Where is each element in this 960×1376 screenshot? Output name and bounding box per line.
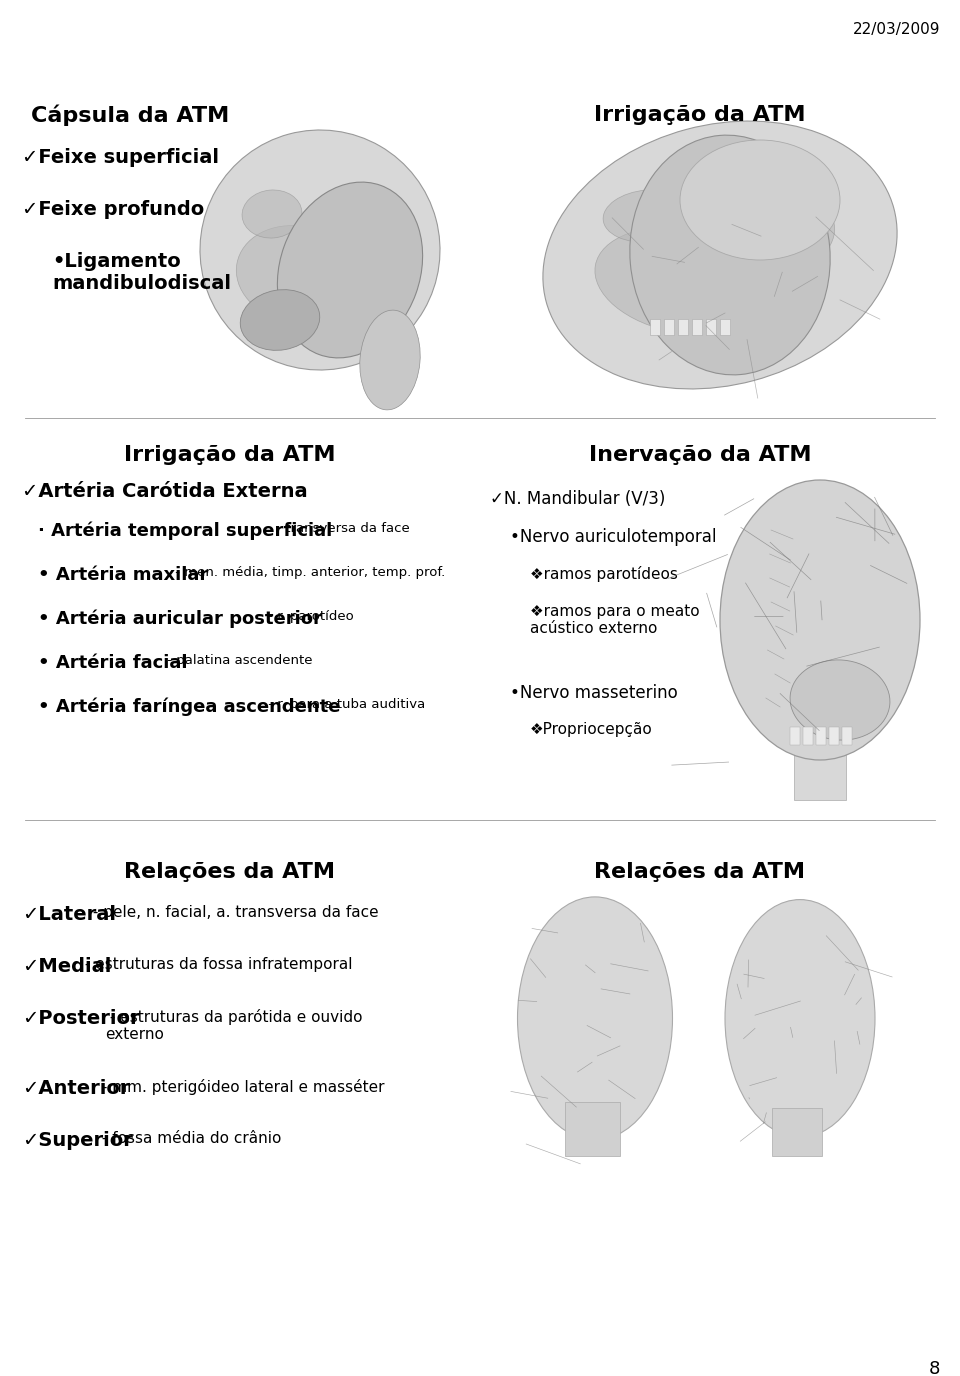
Bar — [829, 727, 839, 744]
Text: • Artéria auricular posterior: • Artéria auricular posterior — [38, 610, 322, 629]
Text: - mm. pterigóideo lateral e masséter: - mm. pterigóideo lateral e masséter — [97, 1079, 384, 1095]
Ellipse shape — [603, 190, 693, 242]
Text: Cápsula da ATM: Cápsula da ATM — [31, 105, 229, 127]
Ellipse shape — [517, 897, 673, 1139]
Bar — [790, 727, 800, 744]
Text: - r. parotídeo: - r. parotídeo — [264, 610, 354, 623]
Text: •Nervo auriculotemporal: •Nervo auriculotemporal — [510, 528, 716, 546]
Text: ❖Propriocepção: ❖Propriocepção — [530, 722, 653, 738]
Ellipse shape — [200, 129, 440, 370]
Text: ✓Anterior: ✓Anterior — [22, 1079, 130, 1098]
Bar — [720, 319, 730, 334]
Ellipse shape — [595, 227, 773, 334]
Ellipse shape — [790, 660, 890, 740]
Ellipse shape — [315, 201, 397, 275]
Text: - palatina ascendente: - palatina ascendente — [163, 654, 312, 667]
Text: 22/03/2009: 22/03/2009 — [852, 22, 940, 37]
Text: ❖ramos parotídeos: ❖ramos parotídeos — [530, 566, 678, 582]
Text: - pele, n. facial, a. transversa da face: - pele, n. facial, a. transversa da face — [88, 905, 379, 921]
Text: ✓Posterior: ✓Posterior — [22, 1009, 139, 1028]
Text: 8: 8 — [928, 1359, 940, 1376]
Text: • Artéria faríngea ascendente: • Artéria faríngea ascendente — [38, 698, 341, 717]
Bar — [772, 1108, 822, 1156]
Ellipse shape — [360, 310, 420, 410]
Text: - transversa da face: - transversa da face — [272, 522, 410, 535]
Text: Irrigação da ATM: Irrigação da ATM — [124, 444, 336, 465]
Ellipse shape — [236, 226, 355, 322]
Text: - r. para a tuba auditiva: - r. para a tuba auditiva — [264, 698, 425, 711]
Ellipse shape — [240, 290, 320, 351]
Ellipse shape — [725, 900, 875, 1137]
Text: • Artéria facial: • Artéria facial — [38, 654, 187, 671]
Ellipse shape — [680, 140, 840, 260]
Text: ✓Superior: ✓Superior — [22, 1131, 132, 1150]
Text: - men. média, timp. anterior, temp. prof.: - men. média, timp. anterior, temp. prof… — [171, 566, 444, 579]
Text: Inervação da ATM: Inervação da ATM — [588, 444, 811, 465]
Text: · Artéria temporal superficial: · Artéria temporal superficial — [38, 522, 332, 541]
Text: Irrigação da ATM: Irrigação da ATM — [594, 105, 805, 125]
Ellipse shape — [743, 493, 897, 747]
Text: ✓Artéria Carótida Externa: ✓Artéria Carótida Externa — [22, 482, 307, 501]
Text: •Ligamento
mandibulodiscal: •Ligamento mandibulodiscal — [52, 252, 231, 293]
Text: Relações da ATM: Relações da ATM — [594, 861, 805, 882]
Text: - estruturas da parótida e ouvido
externo: - estruturas da parótida e ouvido extern… — [105, 1009, 363, 1043]
Text: - fossa média do crânio: - fossa média do crânio — [97, 1131, 281, 1146]
Bar — [803, 727, 813, 744]
Ellipse shape — [242, 190, 302, 238]
Bar — [692, 319, 702, 334]
Text: ✓N. Mandibular (V/3): ✓N. Mandibular (V/3) — [490, 490, 665, 508]
Text: ✓Feixe superficial: ✓Feixe superficial — [22, 149, 219, 166]
Text: •Nervo masseterino: •Nervo masseterino — [510, 684, 678, 702]
Text: • Artéria maxilar: • Artéria maxilar — [38, 566, 208, 583]
Ellipse shape — [543, 121, 897, 389]
Ellipse shape — [630, 135, 830, 374]
Ellipse shape — [277, 182, 422, 358]
Text: ✓Medial: ✓Medial — [22, 956, 111, 976]
Ellipse shape — [713, 200, 834, 285]
Bar — [650, 319, 660, 334]
Bar — [816, 727, 826, 744]
Text: ❖ramos para o meato
acústico externo: ❖ramos para o meato acústico externo — [530, 604, 700, 636]
Bar — [678, 319, 688, 334]
Bar — [706, 319, 716, 334]
Bar — [794, 740, 847, 799]
Text: - estruturas da fossa infratemporal: - estruturas da fossa infratemporal — [80, 956, 352, 971]
Bar — [664, 319, 674, 334]
Bar — [842, 727, 852, 744]
Bar — [565, 1102, 620, 1156]
Ellipse shape — [720, 480, 920, 760]
Text: ✓Lateral: ✓Lateral — [22, 905, 116, 925]
Text: Relações da ATM: Relações da ATM — [125, 861, 335, 882]
Text: ✓Feixe profundo: ✓Feixe profundo — [22, 200, 204, 219]
